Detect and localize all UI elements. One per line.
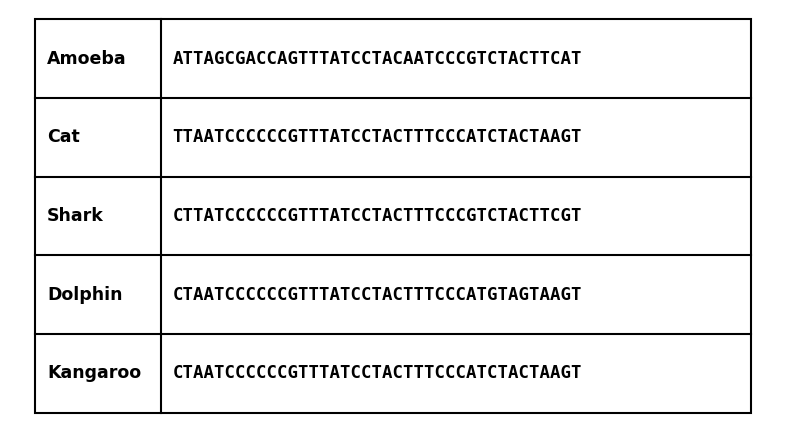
Text: CTAATCCCCCCGTTTATCCTACTTTCCCATGTAGTAAGT: CTAATCCCCCCGTTTATCCTACTTTCCCATGTAGTAAGT [172, 286, 582, 304]
Text: CTAATCCCCCCGTTTATCCTACTTTCCCATCTACTAAGT: CTAATCCCCCCGTTTATCCTACTTTCCCATCTACTAAGT [172, 364, 582, 382]
Text: Shark: Shark [47, 207, 104, 225]
Text: Dolphin: Dolphin [47, 286, 123, 304]
Text: TTAATCCCCCCGTTTATCCTACTTTCCCATCTACTAAGT: TTAATCCCCCCGTTTATCCTACTTTCCCATCTACTAAGT [172, 128, 582, 146]
Text: Kangaroo: Kangaroo [47, 364, 141, 382]
Text: CTTATCCCCCCGTTTATCCTACTTTCCCGTCTACTTCGT: CTTATCCCCCCGTTTATCCTACTTTCCCGTCTACTTCGT [172, 207, 582, 225]
Text: Cat: Cat [47, 128, 80, 146]
Text: Amoeba: Amoeba [47, 50, 127, 68]
Text: ATTAGCGACCAGTTTATCCTACAATCCCGTCTACTTCAT: ATTAGCGACCAGTTTATCCTACAATCCCGTCTACTTCAT [172, 50, 582, 68]
